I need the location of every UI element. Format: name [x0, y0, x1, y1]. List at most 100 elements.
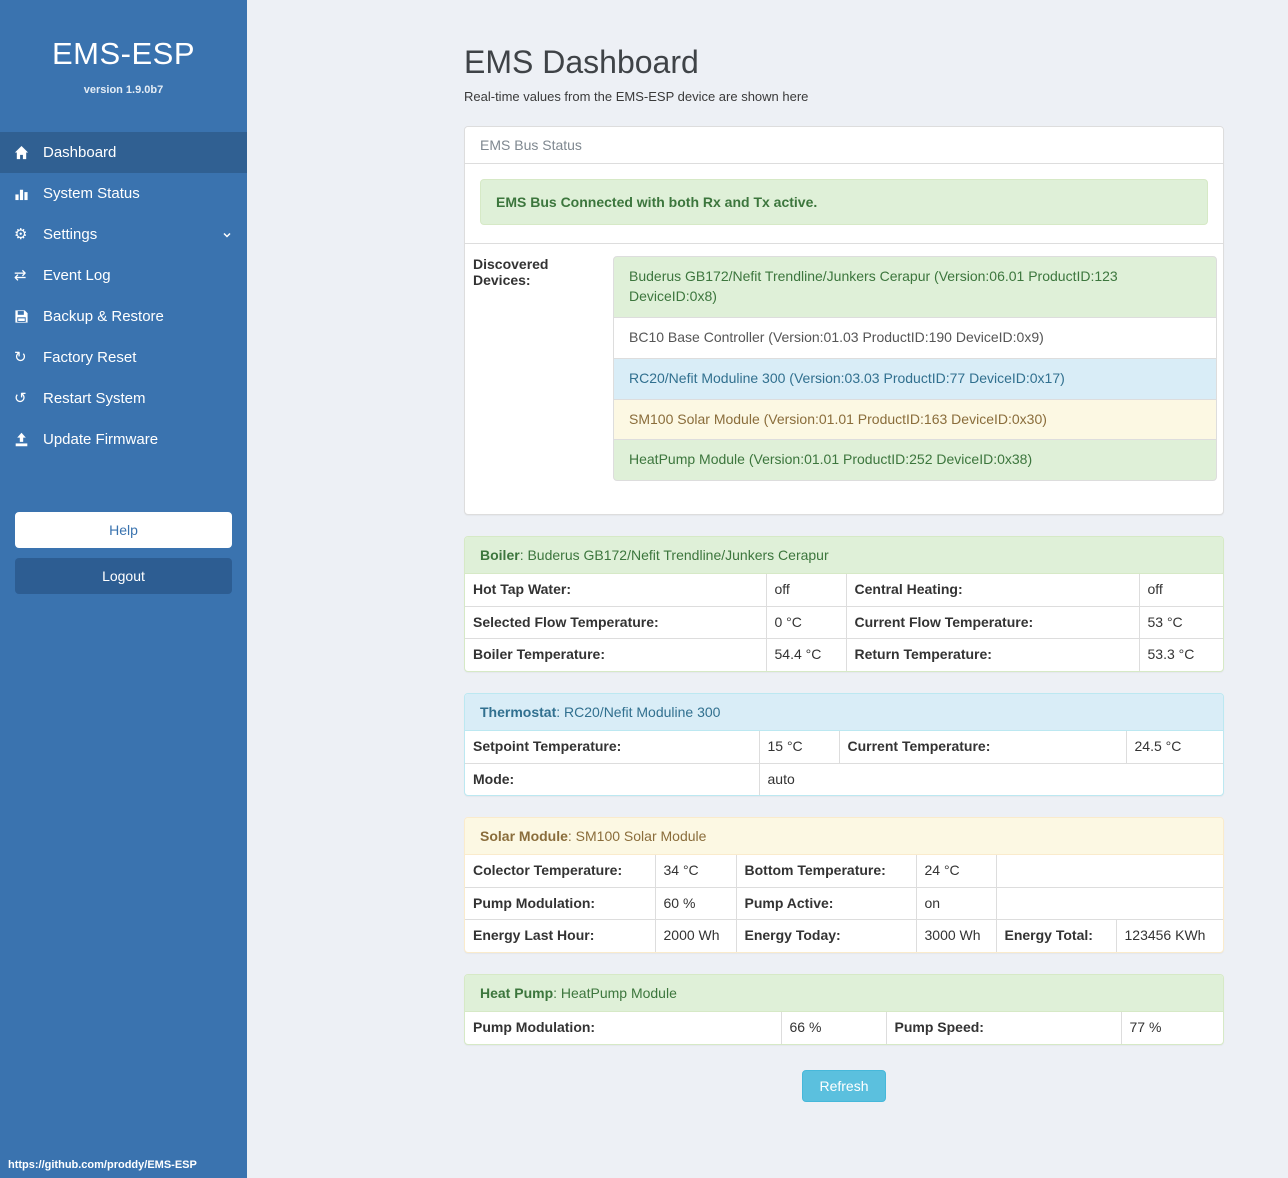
sidebar-item-dashboard[interactable]: Dashboard [0, 132, 247, 173]
logout-button[interactable]: Logout [15, 558, 232, 594]
sync-icon: ↺ [14, 389, 27, 407]
heat-pump-device-name: : HeatPump Module [553, 985, 677, 1001]
field-label: Central Heating: [845, 574, 1140, 607]
thermostat-heading: Thermostat: RC20/Nefit Moduline 300 [465, 694, 1223, 732]
field-label: Energy Today: [735, 919, 917, 952]
table-row: Hot Tap Water: off Central Heating: off [465, 574, 1223, 607]
upload-icon [14, 432, 38, 447]
field-label: Energy Last Hour: [465, 919, 656, 952]
field-label: Selected Flow Temperature: [465, 605, 767, 640]
heat-pump-table: Pump Modulation: 66 % Pump Speed: 77 % [465, 1012, 1223, 1044]
sidebar-nav: Dashboard System Status ⚙ Settings ⇄ Eve… [0, 132, 247, 460]
field-value: off [1138, 574, 1223, 607]
field-value: 3000 Wh [915, 919, 997, 952]
solar-module-panel: Solar Module: SM100 Solar Module Colecto… [464, 817, 1224, 953]
sidebar-item-label: Event Log [43, 267, 111, 284]
solar-table: Colector Temperature: 34 °C Bottom Tempe… [465, 855, 1223, 952]
field-value: auto [758, 762, 1223, 796]
thermostat-panel: Thermostat: RC20/Nefit Moduline 300 Setp… [464, 693, 1224, 797]
app-title: EMS-ESP [51, 36, 196, 71]
field-label: Pump Modulation: [465, 1012, 782, 1044]
field-value: 77 % [1120, 1012, 1223, 1044]
field-label: Pump Speed: [885, 1012, 1122, 1044]
field-label: Pump Active: [735, 886, 917, 921]
home-icon [14, 145, 38, 160]
field-value: 24.5 °C [1125, 731, 1223, 764]
field-value: 2000 Wh [654, 919, 737, 952]
sidebar-item-settings[interactable]: ⚙ Settings [0, 214, 247, 255]
sidebar-item-label: Settings [43, 226, 98, 243]
sidebar-item-system-status[interactable]: System Status [0, 173, 247, 214]
ems-bus-status-panel: EMS Bus Status EMS Bus Connected with bo… [464, 126, 1224, 516]
refresh-button[interactable]: Refresh [802, 1069, 886, 1102]
field-label: Hot Tap Water: [465, 574, 767, 607]
thermostat-title: Thermostat [480, 704, 557, 721]
field-value: 15 °C [758, 731, 840, 764]
sidebar-item-label: Factory Reset [43, 349, 137, 366]
empty-cell [995, 886, 1223, 921]
app-version: version 1.9.0b7 [83, 84, 164, 96]
table-row: Colector Temperature: 34 °C Bottom Tempe… [465, 855, 1223, 888]
empty-cell [995, 855, 1223, 888]
field-label: Bottom Temperature: [735, 855, 917, 888]
sidebar-item-restart-system[interactable]: ↺ Restart System [0, 378, 247, 419]
field-value: 123456 KWh [1115, 919, 1223, 952]
sidebar: EMS-ESP version 1.9.0b7 Dashboard System… [0, 0, 247, 1178]
refresh-icon: ↻ [14, 348, 27, 366]
table-row: Pump Modulation: 66 % Pump Speed: 77 % [465, 1012, 1223, 1044]
field-value: 24 °C [915, 855, 997, 888]
field-label: Return Temperature: [845, 638, 1140, 672]
thermostat-device-name: : RC20/Nefit Moduline 300 [556, 704, 721, 721]
bar-chart-icon [14, 186, 38, 201]
boiler-device-name: : Buderus GB172/Nefit Trendline/Junkers … [519, 547, 829, 564]
sidebar-item-backup-restore[interactable]: Backup & Restore [0, 296, 247, 337]
thermostat-table: Setpoint Temperature: 15 °C Current Temp… [465, 731, 1223, 796]
field-label: Boiler Temperature: [465, 638, 767, 672]
floppy-disk-icon [14, 309, 38, 324]
sidebar-item-update-firmware[interactable]: Update Firmware [0, 419, 247, 460]
table-row: Pump Modulation: 60 % Pump Active: on [465, 886, 1223, 921]
field-label: Mode: [465, 762, 760, 796]
heat-pump-heading: Heat Pump: HeatPump Module [465, 975, 1223, 1012]
device-list-item: BC10 Base Controller (Version:01.03 Prod… [613, 316, 1217, 359]
exchange-arrows-icon: ⇄ [14, 266, 27, 284]
field-label: Energy Total: [995, 919, 1117, 952]
boiler-table: Hot Tap Water: off Central Heating: off … [465, 574, 1223, 672]
page-subtitle: Real-time values from the EMS-ESP device… [464, 89, 809, 104]
device-list-item: HeatPump Module (Version:01.01 ProductID… [613, 439, 1217, 482]
sidebar-item-label: Restart System [43, 390, 146, 407]
page-title: EMS Dashboard [464, 44, 699, 80]
field-value: off [765, 574, 847, 607]
table-row: Mode: auto [465, 762, 1223, 796]
field-value: 66 % [780, 1012, 887, 1044]
solar-title: Solar Module [480, 828, 568, 845]
help-button[interactable]: Help [15, 512, 232, 548]
sidebar-item-event-log[interactable]: ⇄ Event Log [0, 255, 247, 296]
field-value: 53 °C [1138, 605, 1223, 640]
field-label: Colector Temperature: [465, 855, 656, 888]
field-value: on [915, 886, 997, 921]
sidebar-item-label: System Status [43, 185, 140, 202]
field-value: 54.4 °C [765, 638, 847, 672]
chevron-down-icon [221, 229, 233, 241]
device-list-item: RC20/Nefit Moduline 300 (Version:03.03 P… [613, 357, 1217, 400]
github-link[interactable]: https://github.com/proddy/EMS-ESP [8, 1159, 197, 1171]
gear-icon: ⚙ [14, 225, 28, 243]
heat-pump-title: Heat Pump [480, 985, 554, 1001]
field-label: Pump Modulation: [465, 886, 656, 921]
heat-pump-panel: Heat Pump: HeatPump Module Pump Modulati… [464, 974, 1224, 1045]
solar-heading: Solar Module: SM100 Solar Module [465, 818, 1223, 856]
field-label: Current Flow Temperature: [845, 605, 1140, 640]
table-row: Energy Last Hour: 2000 Wh Energy Today: … [465, 919, 1223, 952]
discovered-devices-section: Discovered Devices: Buderus GB172/Nefit … [465, 243, 1223, 514]
sidebar-item-label: Backup & Restore [43, 308, 164, 325]
device-list-item: Buderus GB172/Nefit Trendline/Junkers Ce… [613, 256, 1217, 318]
solar-device-name: : SM100 Solar Module [567, 828, 707, 845]
boiler-heading: Boiler: Buderus GB172/Nefit Trendline/Ju… [465, 537, 1223, 575]
boiler-panel: Boiler: Buderus GB172/Nefit Trendline/Ju… [464, 536, 1224, 673]
ems-bus-status-heading: EMS Bus Status [465, 127, 1223, 164]
table-row: Selected Flow Temperature: 0 °C Current … [465, 605, 1223, 640]
sidebar-item-factory-reset[interactable]: ↻ Factory Reset [0, 337, 247, 378]
field-label: Setpoint Temperature: [465, 731, 760, 764]
sidebar-item-label: Dashboard [43, 144, 117, 161]
